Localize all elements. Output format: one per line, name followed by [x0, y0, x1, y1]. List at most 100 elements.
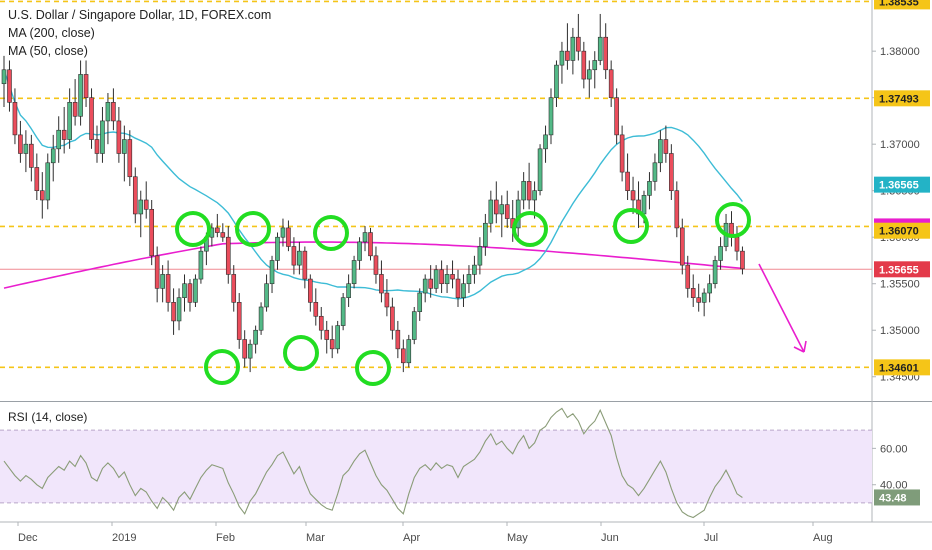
candle-body	[614, 97, 619, 136]
candle	[379, 260, 384, 303]
chart-title: U.S. Dollar / Singapore Dollar, 1D, FORE…	[8, 8, 272, 22]
candle	[696, 283, 701, 312]
candle	[225, 226, 231, 284]
x-tick-label: Aug	[813, 532, 833, 544]
rsi-tick-label: 60.00	[880, 443, 908, 455]
candle	[100, 106, 105, 163]
candle-body	[625, 171, 630, 191]
candle	[269, 255, 275, 294]
candle-body	[116, 120, 122, 154]
candle-body	[198, 250, 204, 280]
ma50-legend: MA (50, close)	[8, 44, 88, 58]
candle	[291, 237, 297, 275]
price-tag-label: 1.36070	[879, 226, 919, 238]
candle-body	[565, 50, 570, 61]
candle	[411, 306, 417, 345]
candle	[297, 241, 302, 275]
candle-body	[740, 250, 745, 270]
candle	[690, 274, 696, 307]
price-tag-label: 1.35655	[879, 264, 919, 276]
candle-body	[61, 129, 67, 140]
candle	[160, 265, 165, 303]
candle-body	[127, 139, 133, 178]
candle-body	[72, 102, 78, 117]
candle-body	[554, 64, 559, 98]
candle-body	[149, 209, 154, 257]
candle	[395, 320, 401, 359]
rsi-last-tag-label: 43.48	[879, 492, 907, 504]
candle-body	[45, 162, 51, 201]
candle-body	[619, 134, 625, 173]
candle-body	[395, 329, 401, 350]
candle	[18, 120, 23, 163]
candle	[215, 213, 220, 238]
pattern-circle	[204, 349, 240, 385]
candle-body	[647, 181, 652, 196]
candle-body	[630, 190, 636, 201]
candle	[83, 60, 89, 107]
candle-body	[313, 302, 319, 317]
candle-body	[368, 232, 373, 257]
candle-body	[472, 264, 477, 275]
y-tick-label: 1.35500	[880, 279, 920, 291]
x-tick-label: May	[507, 532, 528, 544]
candle-body	[718, 246, 723, 261]
ma200-legend: MA (200, close)	[8, 26, 95, 40]
candle-body	[7, 69, 12, 103]
candle	[565, 23, 570, 70]
candle	[127, 130, 133, 187]
candle	[493, 181, 499, 224]
candle	[242, 330, 247, 368]
candle-body	[264, 283, 269, 308]
candle-body	[690, 288, 696, 298]
candle-body	[493, 199, 499, 215]
pattern-circle	[235, 211, 271, 247]
candle	[488, 190, 494, 233]
candle	[450, 260, 455, 289]
candle-body	[483, 222, 488, 247]
pattern-circle	[283, 335, 319, 371]
candle-body	[351, 260, 357, 285]
candle	[658, 130, 663, 173]
candle-body	[696, 297, 701, 303]
candle-body	[439, 269, 444, 285]
candle	[78, 60, 83, 126]
candle	[625, 153, 630, 200]
candle-body	[357, 241, 362, 261]
candle-body	[242, 339, 247, 359]
rsi-line	[3, 407, 743, 519]
candle-body	[559, 50, 565, 66]
candle	[258, 302, 264, 335]
candle-body	[132, 176, 138, 215]
candle	[231, 265, 237, 312]
candle-body	[466, 274, 472, 285]
candle-body	[291, 246, 297, 266]
candle	[368, 227, 373, 261]
candle	[171, 288, 176, 335]
candle	[537, 144, 543, 196]
ma50-line	[3, 69, 743, 300]
candle	[570, 27, 576, 75]
candle	[154, 246, 160, 303]
candle-body	[417, 292, 423, 312]
candle-body	[543, 134, 548, 150]
candle	[466, 265, 472, 294]
candle-body	[176, 297, 182, 322]
candle-body	[428, 278, 433, 289]
candle	[422, 274, 428, 303]
candle-body	[193, 278, 198, 303]
candle-body	[297, 250, 302, 266]
candle-body	[340, 297, 346, 326]
candle	[712, 255, 718, 289]
rsi-band	[0, 430, 872, 503]
candle	[576, 13, 581, 61]
candle	[614, 88, 619, 145]
candle	[45, 153, 51, 210]
candle-body	[34, 167, 40, 191]
candle	[247, 339, 253, 373]
candle	[461, 274, 466, 307]
candle-body	[50, 148, 56, 164]
candle	[122, 125, 127, 182]
candle-body	[154, 255, 160, 289]
